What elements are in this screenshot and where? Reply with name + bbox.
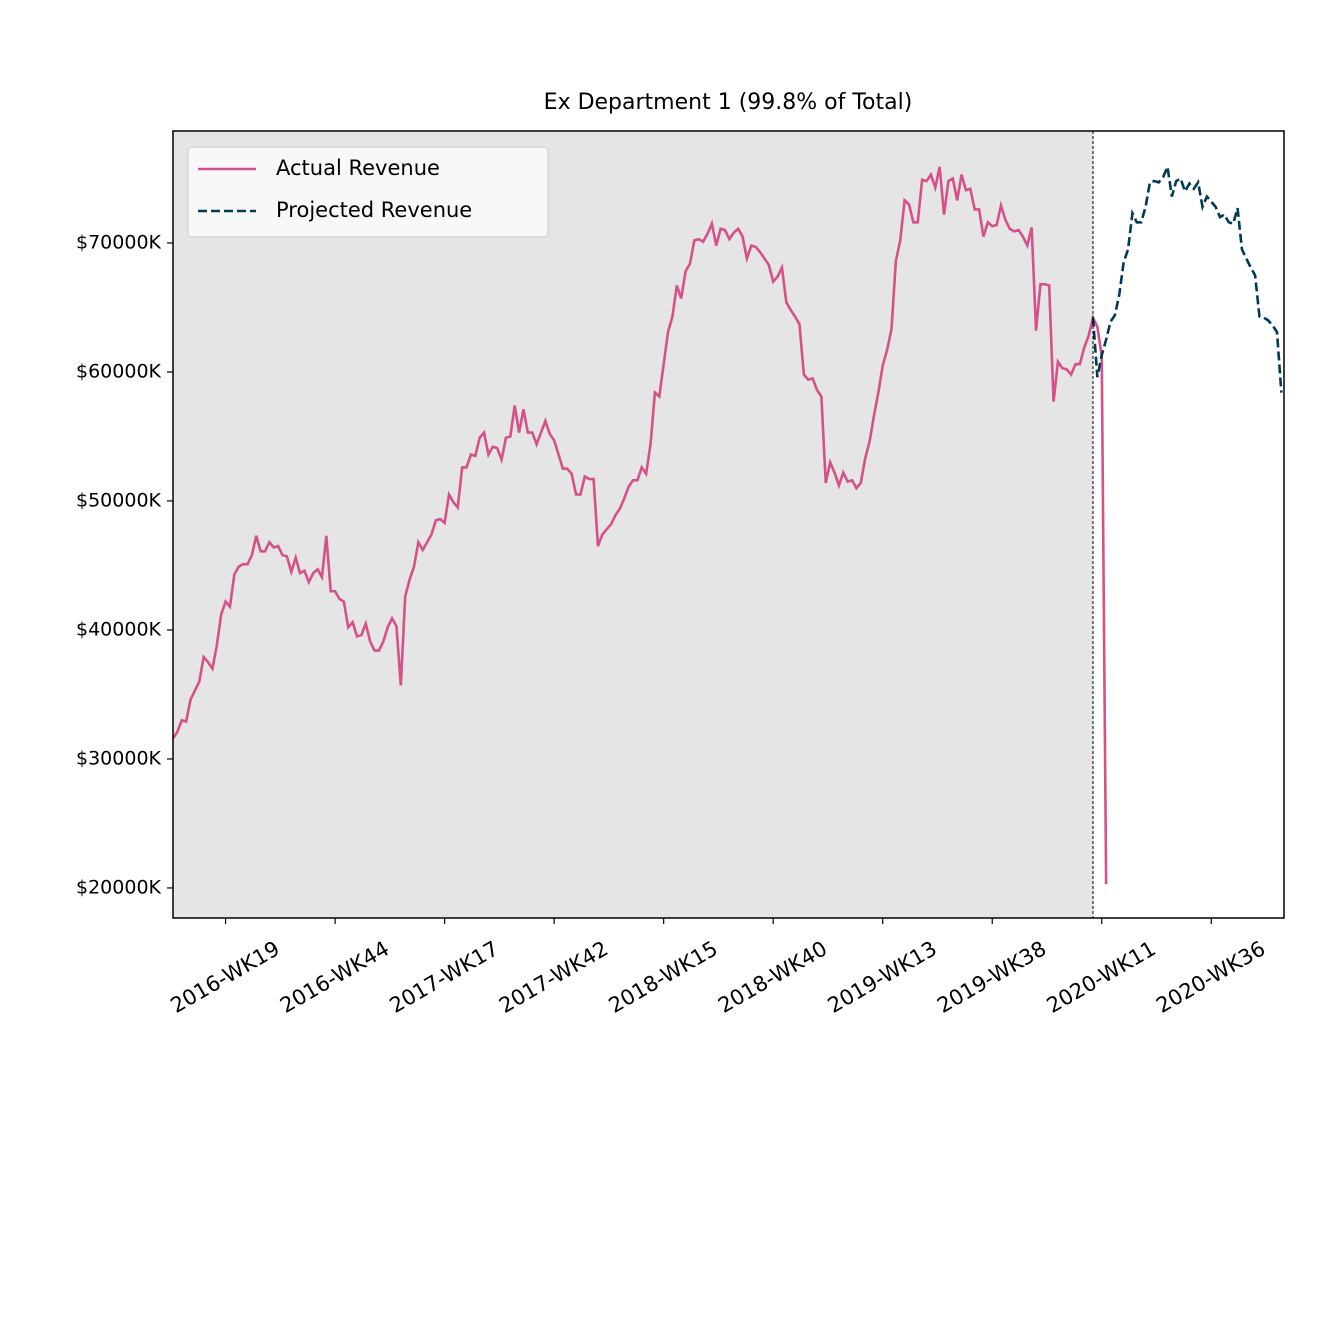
- legend-label: Projected Revenue: [276, 198, 472, 222]
- series-line: [171, 166, 1108, 885]
- y-tick-label: $20000K: [76, 876, 162, 898]
- y-tick-label: $70000K: [76, 231, 162, 253]
- y-tick-label: $50000K: [76, 489, 162, 511]
- legend-label: Actual Revenue: [276, 156, 440, 180]
- y-tick-label: $40000K: [76, 618, 162, 640]
- plot-frame: [172, 130, 1285, 919]
- chart-title: Ex Department 1 (99.8% of Total): [544, 90, 913, 115]
- series-line: [1091, 162, 1283, 393]
- history-area: [173, 131, 1093, 918]
- y-tick-label: $60000K: [76, 360, 162, 382]
- legend-box: [187, 146, 549, 238]
- y-tick-label: $30000K: [76, 747, 162, 769]
